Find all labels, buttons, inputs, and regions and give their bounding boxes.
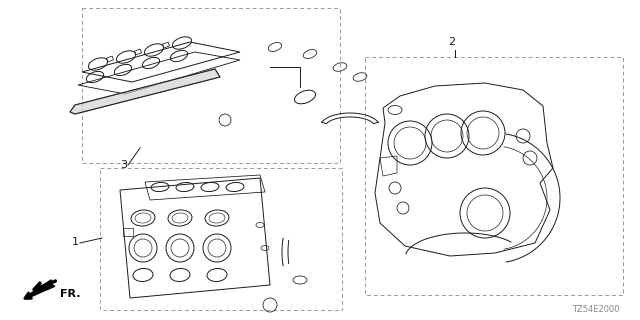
Text: FR.: FR. [60, 289, 81, 299]
Bar [106, 56, 113, 62]
Bar [100, 168, 342, 310]
Polygon shape [70, 69, 220, 114]
Bar [134, 49, 141, 55]
Text: TZ54E2000: TZ54E2000 [573, 305, 620, 314]
Bar [82, 8, 340, 163]
Bar [365, 57, 623, 295]
Bar [123, 228, 133, 236]
Text: 3: 3 [120, 160, 127, 170]
Text: 1: 1 [72, 237, 79, 247]
Bar [163, 42, 170, 48]
Text: 2: 2 [448, 37, 455, 47]
